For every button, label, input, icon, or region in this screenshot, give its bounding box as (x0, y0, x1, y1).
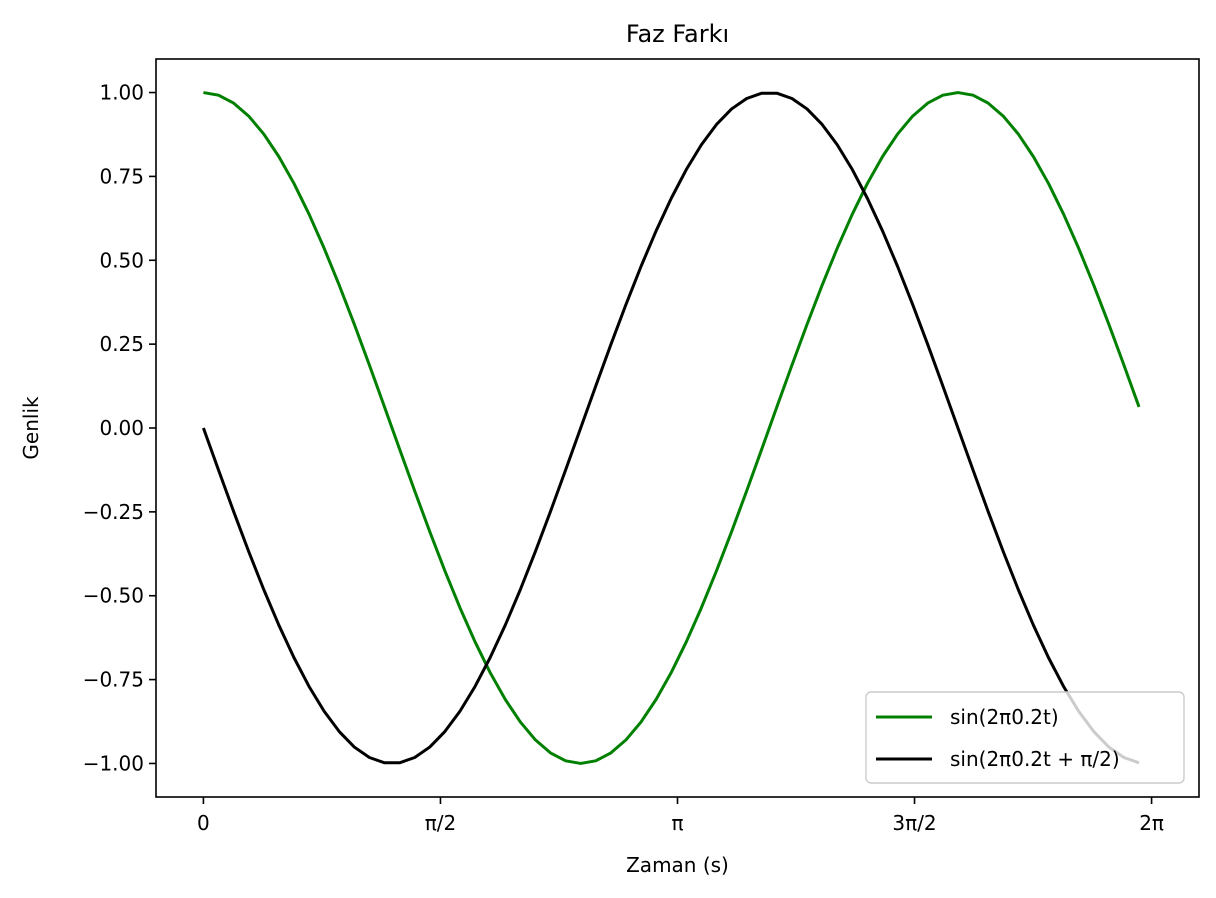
legend-label-series-2: sin(2π0.2t + π/2) (950, 747, 1120, 771)
series-layer (201, 91, 1141, 765)
y-tick-label: 1.00 (99, 81, 144, 105)
y-tick-label: −1.00 (83, 751, 144, 775)
y-tick-label: 0.25 (99, 332, 144, 356)
legend-box (865, 691, 1185, 784)
y-tick-label: 0.00 (99, 416, 144, 440)
y-tick-label: 0.75 (99, 164, 144, 188)
x-tick-label: π/2 (425, 811, 457, 835)
series-line-1 (203, 91, 1141, 765)
y-tick-label: 0.50 (99, 248, 144, 272)
chart-title: Faz Farkı (626, 20, 729, 48)
series-line-2 (201, 91, 1140, 765)
plot-area-frame (155, 58, 1200, 798)
x-axis-title: Zaman (s) (626, 853, 729, 877)
y-tick-label: −0.25 (83, 500, 144, 524)
y-axis-title: Genlik (19, 396, 43, 460)
y-tick-label: −0.50 (83, 584, 144, 608)
x-tick-label: 3π/2 (892, 811, 936, 835)
y-tick-label: −0.75 (83, 668, 144, 692)
y-axis: 1.00 0.75 0.50 0.25 0.00 −0.25 −0.50 −0.75 −1.00 (83, 81, 156, 775)
legend: sin(2π0.2t) sin(2π0.2t + π/2) (865, 691, 1185, 784)
x-tick-label: π (671, 811, 683, 835)
x-axis: 0 π/2 π 3π/2 2π (197, 797, 1164, 835)
x-tick-label: 0 (197, 811, 210, 835)
x-tick-label: 2π (1139, 811, 1164, 835)
legend-label-series-1: sin(2π0.2t) (950, 705, 1059, 729)
